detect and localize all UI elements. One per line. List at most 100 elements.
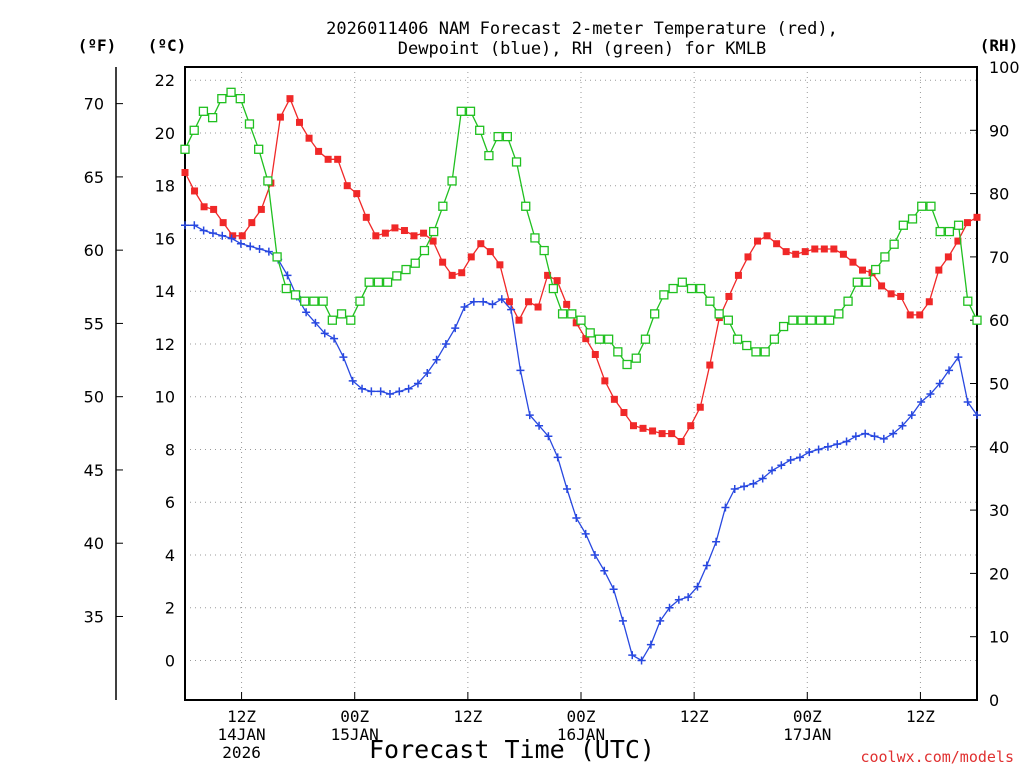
dewpoint-series	[181, 221, 981, 665]
rh-tick-label: 80	[989, 185, 1009, 204]
rh-point	[806, 315, 816, 325]
celsius-tick-label: 4	[165, 546, 175, 565]
plot-frame	[184, 66, 978, 701]
temperature-point	[706, 361, 714, 369]
dewpoint-point	[535, 421, 544, 430]
dewpoint-point	[516, 366, 525, 375]
temperature-point	[391, 224, 399, 232]
dewpoint-point	[497, 295, 506, 304]
rh-point	[226, 87, 236, 97]
rh-point	[502, 131, 512, 142]
credit-text: coolwx.com/models	[860, 748, 1014, 766]
temperature-point	[458, 269, 466, 277]
temperature-point	[353, 190, 361, 198]
dewpoint-point	[376, 387, 385, 396]
rh-tick-label: 10	[989, 628, 1009, 647]
x-tick-label: 12Z	[906, 707, 935, 726]
fahrenheit-tick-label: 40	[84, 534, 104, 553]
temperature-point	[296, 118, 304, 126]
rh-tick-label: 20	[989, 564, 1009, 583]
temperature-point	[782, 248, 790, 256]
temperature-point	[763, 232, 771, 240]
dewpoint-point	[935, 379, 944, 388]
temperature-point	[897, 292, 905, 300]
fahrenheit-tick-label: 35	[84, 607, 104, 626]
temperature-point	[792, 250, 800, 258]
dewpoint-point	[851, 432, 860, 441]
rh-point	[438, 201, 448, 211]
dewpoint-point	[907, 411, 916, 420]
dewpoint-point	[469, 297, 478, 306]
rh-tick-label: 60	[989, 311, 1009, 330]
dewpoint-point	[693, 582, 702, 591]
rh-point	[640, 334, 651, 344]
rh-point	[548, 283, 559, 294]
dewpoint-point	[218, 231, 227, 240]
temperature-point	[858, 266, 866, 274]
rh-point	[732, 334, 743, 344]
rh-point	[410, 258, 420, 268]
rh-tick-label: 100	[989, 58, 1020, 77]
rh-point	[788, 315, 798, 325]
temperature-point	[830, 245, 838, 253]
temperature-point	[467, 253, 475, 261]
rh-point	[281, 283, 291, 294]
grid-lines	[185, 67, 977, 700]
rh-point	[290, 290, 301, 300]
temperature-point	[591, 350, 599, 358]
temperature-point	[601, 377, 609, 385]
dewpoint-point	[339, 353, 348, 362]
rh-point	[650, 309, 660, 319]
temperature-point	[906, 311, 914, 319]
temperature-point	[639, 424, 647, 432]
temperature-point	[916, 311, 924, 319]
temperature-point	[238, 232, 246, 240]
celsius-tick-label: 20	[155, 124, 175, 143]
rh-point	[659, 290, 669, 300]
temperature-point	[534, 303, 542, 311]
celsius-tick-label: 6	[165, 493, 175, 512]
dewpoint-point	[423, 368, 432, 377]
temperature-point	[324, 155, 332, 163]
rh-point	[355, 296, 365, 306]
celsius-tick-label: 2	[165, 599, 175, 618]
rh-point	[723, 315, 733, 325]
temperature-point	[525, 298, 533, 306]
temperature-line	[184, 97, 978, 443]
temperature-point	[429, 237, 437, 245]
dewpoint-point	[646, 640, 655, 649]
temperature-point	[229, 232, 237, 240]
dewpoint-point	[600, 566, 609, 575]
rh-point	[668, 283, 678, 294]
celsius-tick-label: 18	[155, 177, 175, 196]
temperature-point	[734, 271, 742, 279]
dewpoint-point	[451, 324, 460, 333]
temperature-point	[515, 316, 523, 324]
x-tick-label: 15JAN	[331, 725, 379, 744]
celsius-tick-label: 0	[165, 651, 175, 670]
rh-point	[907, 214, 918, 224]
dewpoint-point	[730, 485, 739, 493]
rh-axis-label: (RH)	[980, 36, 1019, 55]
temperature-point	[610, 395, 618, 403]
fahrenheit-tick-label: 50	[84, 388, 104, 407]
x-tick-label: 2026	[222, 743, 261, 762]
rh-point	[456, 106, 466, 116]
temperature-point	[305, 134, 313, 142]
rh-point	[189, 125, 199, 135]
celsius-tick-label: 12	[155, 335, 175, 354]
rh-tick-label: 30	[989, 501, 1009, 520]
x-tick-label: 12Z	[453, 707, 482, 726]
temperature-point	[381, 229, 389, 237]
temperature-point	[839, 250, 847, 258]
rh-point	[935, 226, 945, 237]
rh-tick-label: 50	[989, 375, 1009, 394]
temperature-point	[420, 229, 428, 237]
dewpoint-point	[395, 387, 404, 396]
dewpoint-point	[460, 303, 469, 312]
rh-point	[382, 277, 393, 287]
temperature-point	[925, 298, 933, 306]
temperature-point	[496, 261, 504, 269]
